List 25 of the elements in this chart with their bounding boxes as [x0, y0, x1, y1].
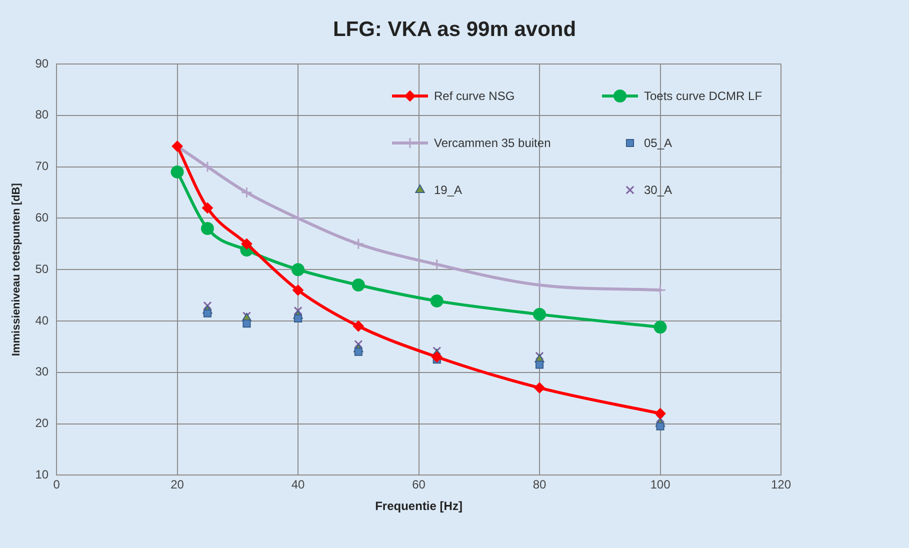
legend-label: Toets curve DCMR LF	[644, 89, 762, 103]
y-tick-label: 30	[35, 364, 49, 379]
x-tick-label: 80	[532, 478, 547, 492]
chart-title: LFG: VKA as 99m avond	[332, 18, 578, 42]
x-tick-label: 120	[770, 478, 792, 492]
x-tick-label: 40	[291, 478, 306, 492]
y-axis-title: Immissieniveau toetspunten [dB]	[10, 182, 23, 356]
x-axis-title: Frequentie [Hz]	[375, 499, 462, 514]
y-tick-label: 80	[35, 108, 49, 122]
y-tick-label: 50	[35, 262, 49, 276]
y-tick-label: 70	[35, 159, 49, 174]
legend-label: 30_A	[644, 183, 672, 197]
x-tick-label: 0	[53, 478, 60, 492]
x-tick-label: 60	[412, 478, 426, 492]
legend-label: Ref curve NSG	[434, 89, 515, 103]
legend-label: 19_A	[434, 183, 462, 197]
x-tick-label: 20	[170, 478, 184, 492]
legend-label: 05_A	[644, 136, 672, 150]
y-tick-label: 60	[35, 210, 49, 225]
x-tick-label: 100	[650, 478, 671, 492]
y-tick-label: 10	[35, 468, 49, 482]
legend-label: Vercammen 35 buiten	[434, 136, 551, 150]
y-tick-label: 20	[35, 416, 49, 430]
y-tick-label: 40	[35, 313, 49, 328]
y-tick-label: 90	[35, 56, 49, 70]
